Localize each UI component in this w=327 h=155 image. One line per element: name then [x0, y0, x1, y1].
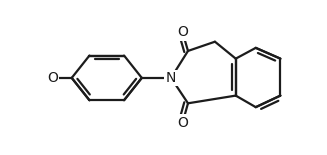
Text: O: O — [177, 115, 188, 130]
Text: O: O — [177, 25, 188, 40]
Text: N: N — [166, 71, 176, 85]
Text: O: O — [47, 71, 58, 85]
